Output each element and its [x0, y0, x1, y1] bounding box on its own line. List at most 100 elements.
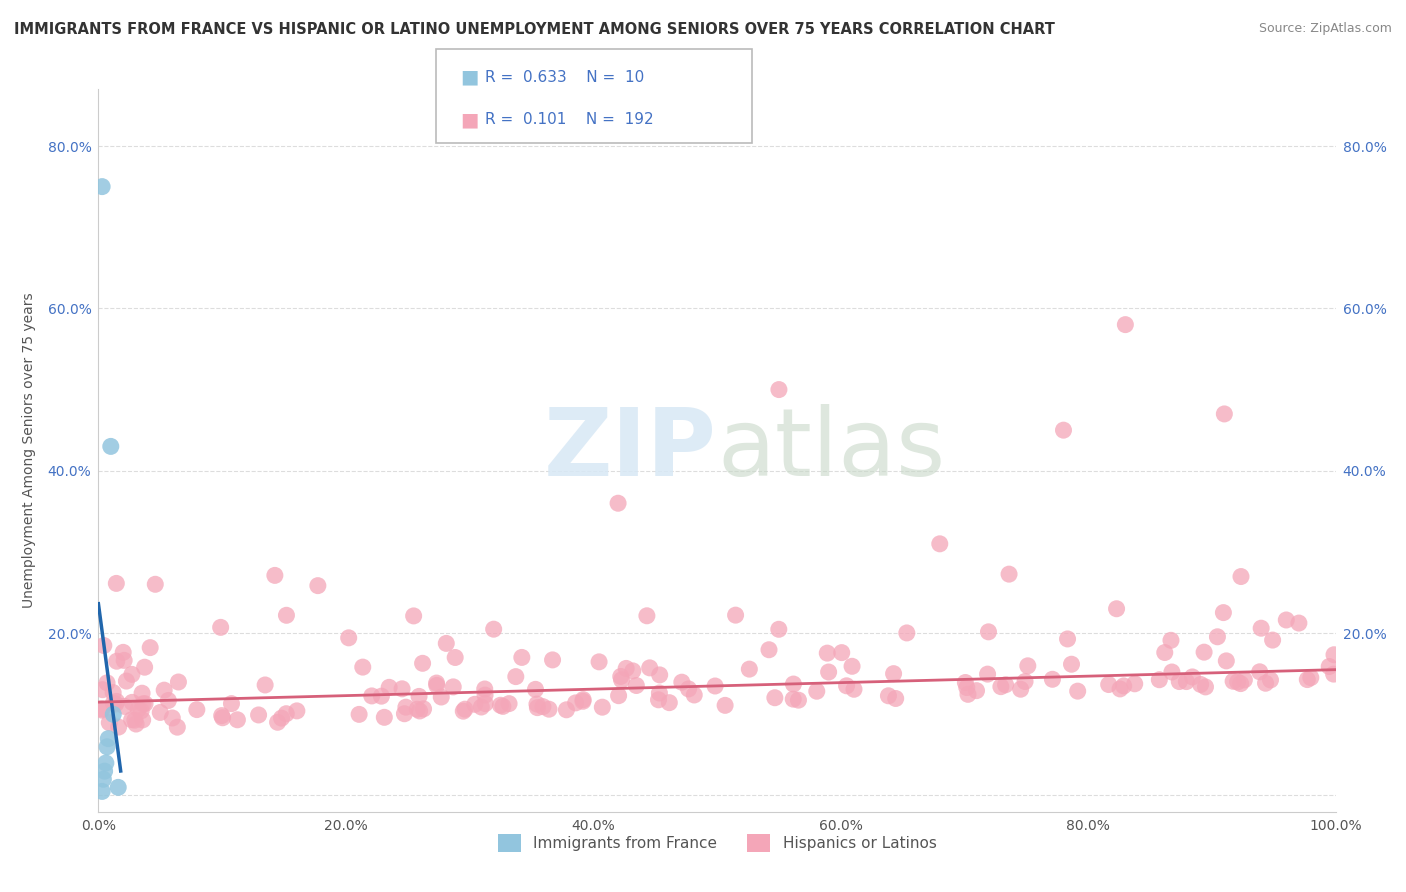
- Point: [1260, 673, 1282, 687]
- Point: [186, 703, 208, 717]
- Point: [526, 700, 548, 714]
- Point: [671, 675, 693, 690]
- Point: [994, 678, 1017, 692]
- Point: [263, 568, 285, 582]
- Point: [647, 693, 669, 707]
- Point: [134, 660, 156, 674]
- Point: [90, 702, 112, 716]
- Point: [1249, 665, 1271, 679]
- Point: [683, 688, 706, 702]
- Point: [474, 681, 496, 696]
- Point: [498, 697, 520, 711]
- Point: [883, 666, 905, 681]
- Point: [658, 696, 681, 710]
- Point: [453, 704, 475, 718]
- Point: [1323, 648, 1346, 662]
- Point: [454, 702, 477, 716]
- Point: [276, 608, 298, 623]
- Point: [607, 689, 630, 703]
- Point: [132, 697, 155, 711]
- Text: atlas: atlas: [717, 404, 945, 497]
- Point: [464, 698, 486, 712]
- Point: [1323, 667, 1346, 681]
- Point: [1222, 674, 1244, 689]
- Point: [360, 689, 382, 703]
- Point: [124, 713, 146, 727]
- Point: [254, 678, 277, 692]
- Point: [638, 661, 661, 675]
- Point: [1254, 676, 1277, 690]
- Point: [307, 579, 329, 593]
- Point: [129, 704, 152, 718]
- Point: [103, 707, 125, 722]
- Point: [531, 699, 554, 714]
- Point: [1056, 632, 1078, 646]
- Point: [166, 720, 188, 734]
- Point: [976, 667, 998, 681]
- Point: [896, 626, 918, 640]
- Point: [105, 576, 128, 591]
- Point: [211, 711, 233, 725]
- Point: [835, 679, 858, 693]
- Point: [107, 720, 129, 734]
- Point: [977, 624, 1000, 639]
- Point: [572, 694, 595, 708]
- Point: [1098, 677, 1121, 691]
- Point: [131, 713, 153, 727]
- Point: [610, 673, 633, 687]
- Point: [614, 661, 637, 675]
- Point: [648, 668, 671, 682]
- Point: [1206, 630, 1229, 644]
- Point: [1215, 654, 1237, 668]
- Point: [626, 679, 648, 693]
- Point: [149, 706, 172, 720]
- Point: [1153, 646, 1175, 660]
- Point: [94, 756, 117, 770]
- Point: [1160, 633, 1182, 648]
- Point: [153, 683, 176, 698]
- Point: [127, 702, 149, 716]
- Point: [591, 700, 613, 714]
- Point: [956, 687, 979, 701]
- Point: [489, 698, 512, 713]
- Point: [738, 662, 761, 676]
- Point: [112, 653, 135, 667]
- Point: [1014, 674, 1036, 689]
- Point: [276, 706, 298, 721]
- Point: [226, 713, 249, 727]
- Point: [1192, 645, 1215, 659]
- Point: [408, 690, 430, 704]
- Text: ZIP: ZIP: [544, 404, 717, 497]
- Point: [1250, 621, 1272, 635]
- Text: Source: ZipAtlas.com: Source: ZipAtlas.com: [1258, 22, 1392, 36]
- Point: [510, 650, 533, 665]
- Point: [990, 680, 1012, 694]
- Point: [955, 675, 977, 690]
- Point: [1149, 673, 1171, 687]
- Point: [470, 700, 492, 714]
- Point: [425, 676, 447, 690]
- Point: [266, 715, 288, 730]
- Point: [430, 690, 453, 704]
- Point: [492, 699, 515, 714]
- Point: [474, 697, 496, 711]
- Text: IMMIGRANTS FROM FRANCE VS HISPANIC OR LATINO UNEMPLOYMENT AMONG SENIORS OVER 75 : IMMIGRANTS FROM FRANCE VS HISPANIC OR LA…: [14, 22, 1054, 37]
- Point: [648, 686, 671, 700]
- Point: [426, 678, 449, 692]
- Point: [588, 655, 610, 669]
- Point: [877, 689, 900, 703]
- Point: [91, 682, 114, 697]
- Point: [1275, 613, 1298, 627]
- Point: [434, 636, 457, 650]
- Text: R =  0.633    N =  10: R = 0.633 N = 10: [485, 70, 644, 85]
- Point: [607, 496, 630, 510]
- Point: [270, 711, 292, 725]
- Point: [1161, 665, 1184, 679]
- Point: [1181, 670, 1204, 684]
- Point: [1194, 680, 1216, 694]
- Point: [782, 692, 804, 706]
- Point: [91, 179, 114, 194]
- Point: [1226, 675, 1249, 690]
- Point: [121, 695, 143, 709]
- Point: [768, 383, 790, 397]
